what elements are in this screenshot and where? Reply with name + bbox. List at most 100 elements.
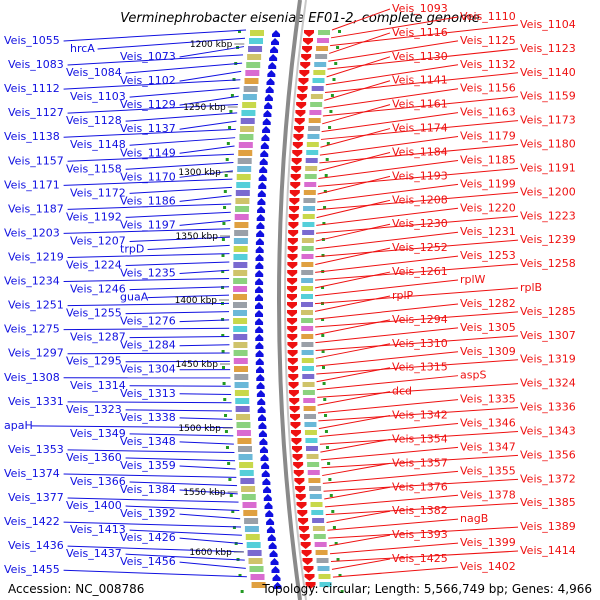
right-gene-label[interactable]: Veis_1208 (392, 193, 448, 206)
left-gene-label[interactable]: Veis_1377 (8, 491, 64, 504)
right-gene-label[interactable]: Veis_1425 (392, 552, 448, 565)
left-gene-label[interactable]: Veis_1323 (66, 403, 122, 416)
right-gene-label[interactable]: Veis_1104 (520, 18, 576, 31)
left-gene-label[interactable]: Veis_1413 (70, 523, 126, 536)
left-gene-label[interactable]: Veis_1384 (120, 483, 176, 496)
left-gene-label[interactable]: Veis_1255 (66, 307, 122, 320)
right-gene-label[interactable]: Veis_1414 (520, 544, 576, 557)
left-gene-label[interactable]: hrcA (70, 42, 95, 55)
left-gene-label[interactable]: Veis_1127 (8, 106, 64, 119)
left-gene-label[interactable]: Veis_1338 (120, 411, 176, 424)
left-gene-label[interactable]: Veis_1284 (120, 339, 176, 352)
left-gene-label[interactable]: Veis_1186 (120, 194, 176, 207)
right-gene-label[interactable]: Veis_1372 (520, 472, 576, 485)
left-gene-label[interactable]: Veis_1436 (8, 539, 64, 552)
right-gene-label[interactable]: Veis_1336 (520, 401, 576, 414)
right-gene-label[interactable]: Veis_1180 (520, 138, 576, 151)
left-gene-label[interactable]: Veis_1138 (4, 130, 60, 143)
left-gene-label[interactable]: Veis_1314 (70, 379, 126, 392)
right-gene-label[interactable]: Veis_1399 (460, 536, 516, 549)
right-gene-label[interactable]: Veis_1355 (460, 464, 516, 477)
left-gene-label[interactable]: Veis_1275 (4, 323, 60, 336)
right-gene-label[interactable]: Veis_1116 (392, 26, 448, 39)
left-gene-label[interactable]: Veis_1297 (8, 347, 64, 360)
right-gene-label[interactable]: Veis_1173 (520, 114, 576, 127)
right-gene-label[interactable]: Veis_1220 (460, 201, 516, 214)
right-gene-label[interactable]: Veis_1184 (392, 145, 448, 158)
left-gene-label[interactable]: Veis_1426 (120, 531, 176, 544)
left-gene-label[interactable]: Veis_1149 (120, 146, 176, 159)
left-gene-label[interactable]: Veis_1129 (120, 98, 176, 111)
right-gene-label[interactable]: Veis_1376 (392, 480, 448, 493)
right-gene-label[interactable]: Veis_1130 (392, 50, 448, 63)
right-gene-label[interactable]: Veis_1335 (460, 393, 516, 406)
right-gene-label[interactable]: Veis_1161 (392, 98, 448, 111)
right-gene-label[interactable]: Veis_1163 (460, 106, 516, 119)
right-gene-label[interactable]: nagB (460, 512, 488, 525)
right-gene-label[interactable]: Veis_1310 (392, 337, 448, 350)
right-gene-label[interactable]: Veis_1307 (520, 329, 576, 342)
left-gene-label[interactable]: Veis_1251 (8, 299, 64, 312)
left-gene-label[interactable]: Veis_1102 (120, 74, 176, 87)
left-gene-label[interactable]: Veis_1366 (70, 475, 126, 488)
left-gene-label[interactable]: Veis_1437 (66, 547, 122, 560)
left-gene-label[interactable]: Veis_1084 (66, 66, 122, 79)
right-gene-label[interactable]: Veis_1346 (460, 417, 516, 430)
right-gene-label[interactable]: Veis_1185 (460, 153, 516, 166)
left-gene-label[interactable]: Veis_1331 (8, 395, 64, 408)
left-gene-label[interactable]: Veis_1055 (4, 34, 60, 47)
right-gene-label[interactable]: Veis_1093 (392, 2, 448, 15)
right-gene-label[interactable]: Veis_1324 (520, 377, 576, 390)
left-gene-label[interactable]: Veis_1359 (120, 459, 176, 472)
left-gene-label[interactable]: Veis_1073 (120, 50, 176, 63)
right-gene-label[interactable]: Veis_1223 (520, 209, 576, 222)
left-gene-label[interactable]: Veis_1400 (66, 499, 122, 512)
right-gene-label[interactable]: Veis_1140 (520, 66, 576, 79)
right-gene-label[interactable]: Veis_1179 (460, 130, 516, 143)
left-gene-label[interactable]: Veis_1207 (70, 234, 126, 247)
left-gene-label[interactable]: Veis_1235 (120, 267, 176, 280)
right-gene-label[interactable]: Veis_1239 (520, 233, 576, 246)
left-gene-label[interactable]: Veis_1353 (8, 443, 64, 456)
right-gene-label[interactable]: Veis_1382 (392, 504, 448, 517)
left-gene-label[interactable]: Veis_1170 (120, 170, 176, 183)
left-gene-label[interactable]: Veis_1197 (120, 218, 176, 231)
right-gene-label[interactable]: Veis_1191 (520, 161, 576, 174)
right-gene-label[interactable]: Veis_1357 (392, 456, 448, 469)
right-gene-label[interactable]: Veis_1174 (392, 122, 448, 135)
right-gene-label[interactable]: dcd (392, 385, 412, 398)
right-gene-label[interactable]: Veis_1294 (392, 313, 448, 326)
left-gene-label[interactable]: Veis_1456 (120, 555, 176, 568)
right-gene-label[interactable]: Veis_1343 (520, 424, 576, 437)
right-gene-label[interactable]: Veis_1389 (520, 520, 576, 533)
right-gene-label[interactable]: Veis_1252 (392, 241, 448, 254)
left-gene-label[interactable]: Veis_1287 (70, 331, 126, 344)
left-gene-label[interactable]: Veis_1276 (120, 315, 176, 328)
left-gene-label[interactable]: Veis_1148 (70, 138, 126, 151)
right-gene-label[interactable]: Veis_1253 (460, 249, 516, 262)
left-gene-label[interactable]: Veis_1172 (70, 186, 126, 199)
right-gene-label[interactable]: Veis_1402 (460, 560, 516, 573)
left-gene-label[interactable]: Veis_1295 (66, 355, 122, 368)
left-gene-label[interactable]: Veis_1374 (4, 467, 60, 480)
right-gene-label[interactable]: Veis_1342 (392, 409, 448, 422)
right-gene-label[interactable]: Veis_1123 (520, 42, 576, 55)
left-gene-label[interactable]: Veis_1246 (70, 283, 126, 296)
left-gene-label[interactable]: guaA (120, 291, 149, 304)
right-gene-label[interactable]: Veis_1385 (520, 496, 576, 509)
left-gene-label[interactable]: Veis_1348 (120, 435, 176, 448)
left-gene-label[interactable]: trpD (120, 242, 144, 255)
left-gene-label[interactable]: Veis_1187 (8, 202, 64, 215)
left-gene-label[interactable]: Veis_1308 (4, 371, 60, 384)
right-gene-label[interactable]: Veis_1378 (460, 488, 516, 501)
left-gene-label[interactable]: Veis_1128 (66, 114, 122, 127)
left-gene-label[interactable]: Veis_1422 (4, 515, 60, 528)
left-gene-label[interactable]: Veis_1392 (120, 507, 176, 520)
left-gene-label[interactable]: Veis_1349 (70, 427, 126, 440)
right-gene-label[interactable]: Veis_1282 (460, 297, 516, 310)
right-gene-label[interactable]: Veis_1393 (392, 528, 448, 541)
right-gene-label[interactable]: Veis_1110 (460, 10, 516, 23)
right-gene-label[interactable]: rplP (392, 289, 414, 302)
left-gene-label[interactable]: Veis_1103 (70, 90, 126, 103)
right-gene-label[interactable]: Veis_1230 (392, 217, 448, 230)
